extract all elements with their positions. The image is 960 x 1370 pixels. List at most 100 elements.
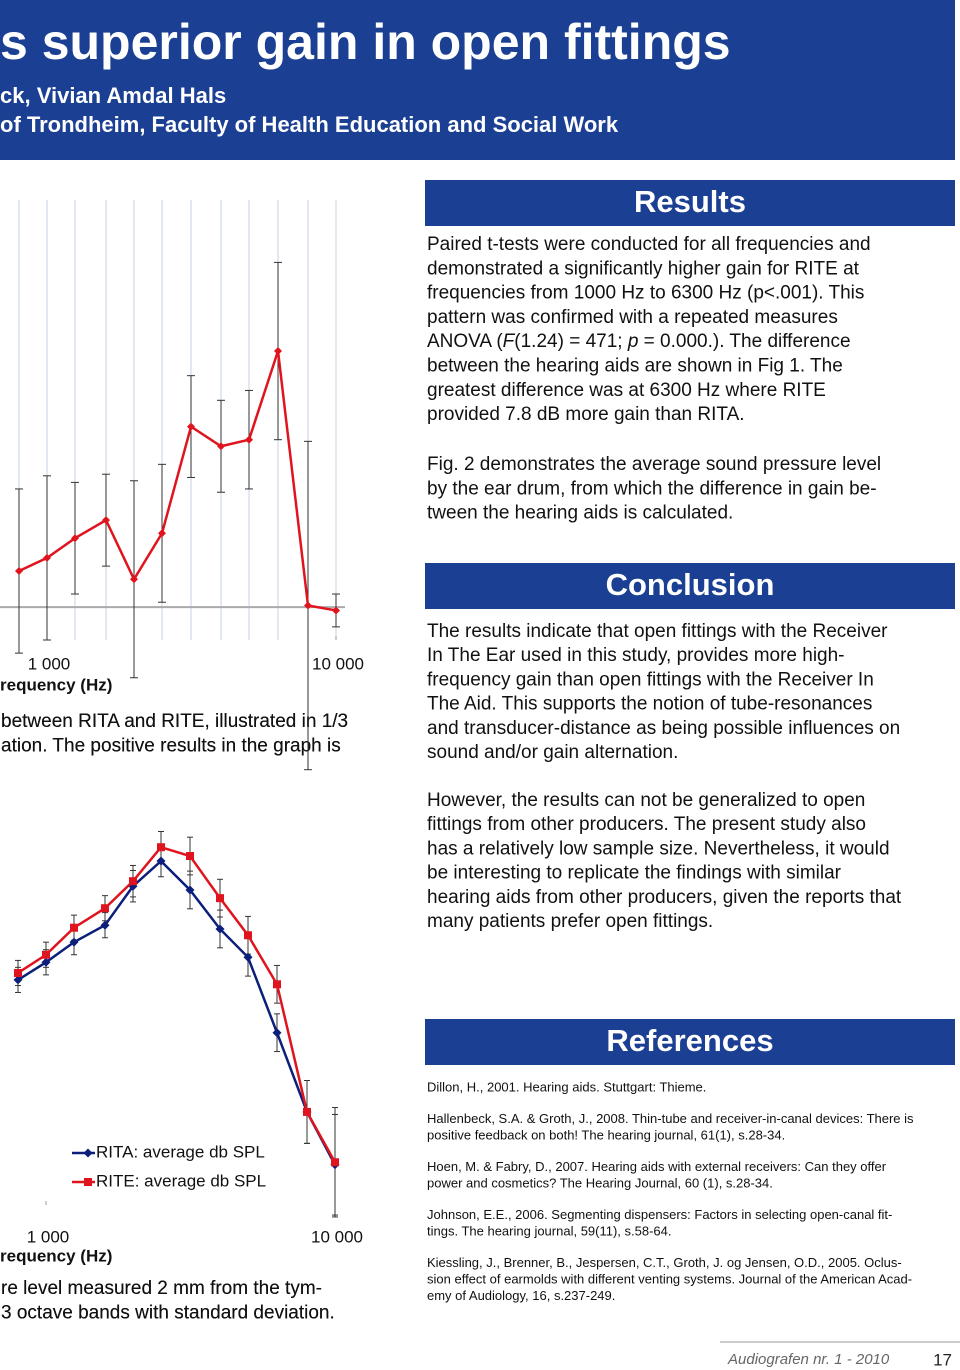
marker (128, 877, 137, 886)
section-header-bar (425, 180, 955, 226)
body-line: be interesting to replicate the findings… (427, 863, 842, 884)
marker (158, 529, 167, 538)
body-line: between RITA and RITE, illustrated in 1/… (1, 711, 348, 732)
body-line: However, the results can not be generali… (427, 790, 865, 811)
series-line (18, 350, 337, 612)
marker (216, 442, 225, 451)
marker (187, 422, 196, 431)
text-run: ANOVA ( (427, 331, 503, 352)
marker (71, 534, 80, 543)
body-line: demonstrated a significantly higher gain… (427, 258, 860, 279)
body-line: ANOVA (F(1.24) = 471; p = 0.000.). The d… (427, 331, 851, 352)
marker (274, 347, 283, 356)
series-line (17, 845, 337, 1163)
section-heading: References (606, 1023, 773, 1058)
text-run: (1.24) = 471; (514, 331, 628, 352)
marker (244, 931, 253, 940)
body-line: sound and/or gain alternation. (427, 742, 678, 763)
marker (331, 1158, 339, 1167)
marker (70, 923, 79, 932)
marker (13, 975, 23, 985)
marker (14, 567, 23, 576)
reference-line: Hoen, M. & Fabry, D., 2007. Hearing aids… (427, 1159, 887, 1174)
body-line: frequencies from 1000 Hz to 6300 Hz (p<.… (427, 283, 864, 304)
title: s superior gain in open fittings (0, 14, 731, 70)
body-line: Fig. 2 demonstrates the average sound pr… (427, 454, 881, 475)
authors: ck, Vivian Amdal Hals (0, 83, 226, 108)
x-axis-label: requency (Hz) (0, 675, 112, 694)
section-heading: Conclusion (606, 567, 775, 602)
body-line: by the ear drum, from which the differen… (427, 478, 877, 499)
body-line: hearing aids from other producers, given… (427, 887, 902, 908)
reference-line: Dillon, H., 2001. Hearing aids. Stuttgar… (427, 1079, 706, 1094)
body-line: In The Ear used in this study, provides … (427, 645, 845, 666)
body-line: re level measured 2 mm from the tym- (1, 1278, 322, 1299)
affiliation: of Trondheim, Faculty of Health Educatio… (0, 112, 619, 137)
marker (41, 957, 51, 967)
marker (245, 435, 254, 444)
reference-line: power and cosmetics? The Hearing Journal… (427, 1175, 773, 1190)
reference-line: Johnson, E.E., 2006. Segmenting dispense… (427, 1207, 892, 1222)
header-band (0, 0, 955, 160)
body-line: between RITA and RITE, illustrated in 1/… (1, 711, 348, 732)
reference-line: Hallenbeck, S.A. & Groth, J., 2008. Thin… (427, 1111, 914, 1126)
body-line: and transducer-distance as being possibl… (427, 718, 900, 739)
x-tick-label: 10 000 (312, 654, 364, 673)
marker (243, 952, 253, 962)
marker (13, 968, 22, 977)
reference-line: Kiessling, J., Brenner, B., Jespersen, C… (427, 1255, 902, 1270)
legend-label: RITA: average db SPL (96, 1142, 265, 1161)
page-number: 17 (933, 1350, 952, 1369)
body-line: provided 7.8 dB more gain than RITA. (427, 404, 745, 425)
body-line: re level measured 2 mm from the tym- (1, 1278, 322, 1299)
legend-marker (83, 1148, 93, 1158)
marker (332, 606, 340, 615)
body-line: The Aid. This supports the notion of tub… (427, 694, 872, 715)
journal-name: Audiografen nr. 1 - 2010 (727, 1351, 890, 1368)
marker (215, 894, 224, 903)
body-line: fittings from other producers. The prese… (427, 814, 866, 835)
reference-line: emy of Audiology, 16, s.237-249. (427, 1288, 615, 1303)
body-line: 3 octave bands with standard deviation. (1, 1302, 335, 1323)
body-line: pattern was confirmed with a repeated me… (427, 307, 838, 328)
body-line: tween the hearing aids is calculated. (427, 503, 733, 524)
x-tick-label: 10 000 (311, 1227, 363, 1246)
marker (129, 575, 138, 584)
body-line: Paired t-tests were conducted for all fr… (427, 234, 871, 255)
reference-line: positive feedback on both! The hearing j… (427, 1127, 785, 1142)
section-header-bar (425, 1019, 955, 1065)
marker (215, 924, 225, 934)
legend-label: RITE: average db SPL (96, 1171, 266, 1190)
marker (272, 1028, 282, 1038)
marker (303, 601, 312, 610)
body-line: The results indicate that open fittings … (427, 621, 888, 642)
body-line: between the hearing aids are shown in Fi… (427, 356, 843, 377)
marker (42, 950, 50, 959)
text-run: p (627, 331, 639, 352)
marker (302, 1107, 311, 1116)
marker (101, 516, 110, 525)
marker (100, 904, 109, 913)
marker (185, 885, 195, 895)
body-line: frequency gain than open fittings with t… (427, 669, 874, 690)
marker (186, 852, 195, 861)
body-line: ation. The positive results in the graph… (1, 735, 341, 756)
text-run: F (503, 331, 516, 352)
marker (157, 843, 166, 852)
body-line: has a relatively low sample size. Nevert… (427, 838, 890, 859)
marker (69, 937, 79, 947)
section-header-bar (425, 563, 955, 609)
marker (100, 920, 110, 930)
series-line (17, 859, 337, 1166)
reference-line: tings. The hearing journal, 59(11), s.58… (427, 1223, 672, 1238)
x-tick-label: 1 000 (27, 1227, 70, 1246)
reference-line: sion effect of earmolds with different v… (427, 1271, 912, 1286)
body-line: greatest difference was at 6300 Hz where… (427, 380, 826, 401)
body-line: many patients prefer open fittings. (427, 911, 713, 932)
legend-marker (84, 1178, 92, 1186)
text-run: = 0.000.). The difference (638, 331, 850, 352)
x-axis-label: requency (Hz) (0, 1246, 112, 1265)
marker (273, 980, 282, 989)
